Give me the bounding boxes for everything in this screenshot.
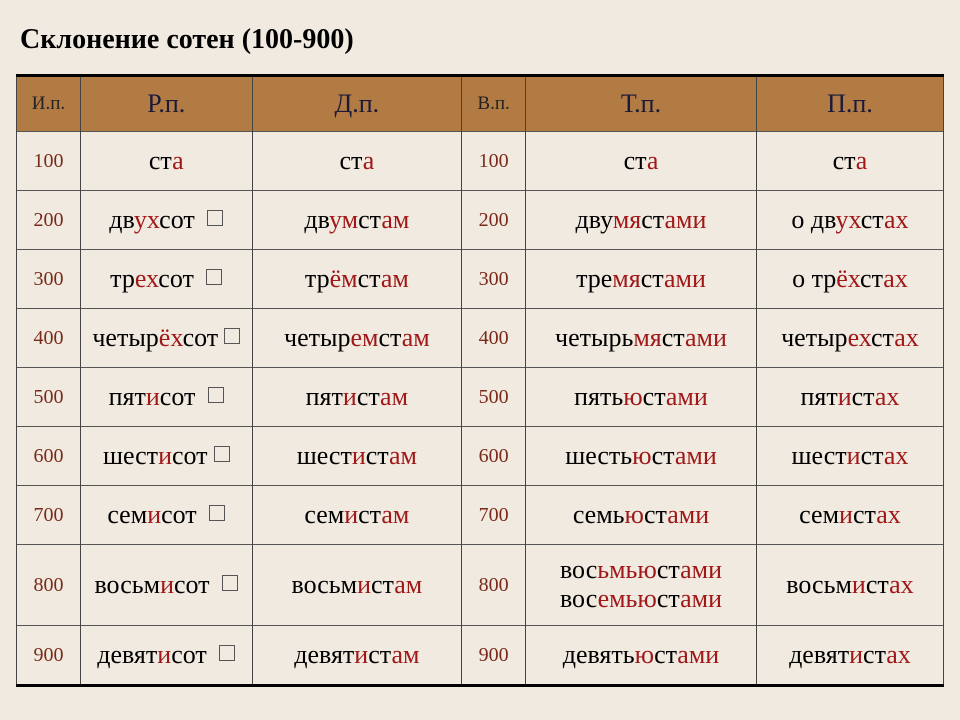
cell-pp: о трёхстах [756, 250, 943, 309]
cell-vp-num: 600 [462, 427, 526, 486]
table-row: 200двухсот двумстам200двумястамио двухст… [17, 191, 944, 250]
table-body: 100стаста100стаста200двухсот двумстам200… [17, 132, 944, 686]
cell-ip-num: 300 [17, 250, 81, 309]
cell-vp-num: 700 [462, 486, 526, 545]
cell-dp: ста [252, 132, 462, 191]
cell-vp-num: 500 [462, 368, 526, 427]
cell-tp: четырьмястами [526, 309, 757, 368]
cell-tp: семьюстами [526, 486, 757, 545]
cell-tp: двумястами [526, 191, 757, 250]
cell-pp: девятистах [756, 626, 943, 686]
cell-rp: девятисот [80, 626, 252, 686]
col-rp: Р.п. [80, 76, 252, 132]
table-header-row: И.п. Р.п. Д.п. В.п. Т.п. П.п. [17, 76, 944, 132]
cell-tp: восьмьюстамивосемьюстами [526, 545, 757, 626]
cell-rp: пятисот [80, 368, 252, 427]
cell-rp: четырёхсот [80, 309, 252, 368]
cell-tp: девятьюстами [526, 626, 757, 686]
col-vp: В.п. [462, 76, 526, 132]
cell-tp: ста [526, 132, 757, 191]
table-row: 100стаста100стаста [17, 132, 944, 191]
table-row: 600шестисотшестистам600шестьюстамишестис… [17, 427, 944, 486]
table-row: 400четырёхсотчетыремстам400четырьмястами… [17, 309, 944, 368]
cell-dp: двумстам [252, 191, 462, 250]
cell-tp: тремястами [526, 250, 757, 309]
cell-pp: шестистах [756, 427, 943, 486]
cell-ip-num: 100 [17, 132, 81, 191]
table-row: 300трехсот трёмстам300тремястамио трёхст… [17, 250, 944, 309]
table-row: 500пятисот пятистам500пятьюстамипятистах [17, 368, 944, 427]
col-tp: Т.п. [526, 76, 757, 132]
cell-dp: восьмистам [252, 545, 462, 626]
cell-pp: семистах [756, 486, 943, 545]
table-row: 900девятисот девятистам900девятьюстамиде… [17, 626, 944, 686]
declension-table: И.п. Р.п. Д.п. В.п. Т.п. П.п. 100стаста1… [16, 74, 944, 687]
cell-tp: шестьюстами [526, 427, 757, 486]
table-row: 800восьмисот восьмистам800восьмьюстамиво… [17, 545, 944, 626]
cell-ip-num: 500 [17, 368, 81, 427]
cell-dp: шестистам [252, 427, 462, 486]
cell-pp: о двухстах [756, 191, 943, 250]
cell-rp: двухсот [80, 191, 252, 250]
cell-ip-num: 700 [17, 486, 81, 545]
cell-pp: четырехстах [756, 309, 943, 368]
cell-dp: трёмстам [252, 250, 462, 309]
cell-vp-num: 200 [462, 191, 526, 250]
cell-pp: ста [756, 132, 943, 191]
cell-pp: восьмистах [756, 545, 943, 626]
cell-tp: пятьюстами [526, 368, 757, 427]
cell-vp-num: 100 [462, 132, 526, 191]
cell-ip-num: 800 [17, 545, 81, 626]
cell-vp-num: 800 [462, 545, 526, 626]
col-dp: Д.п. [252, 76, 462, 132]
cell-ip-num: 200 [17, 191, 81, 250]
cell-ip-num: 600 [17, 427, 81, 486]
cell-vp-num: 400 [462, 309, 526, 368]
col-ip: И.п. [17, 76, 81, 132]
cell-ip-num: 900 [17, 626, 81, 686]
cell-vp-num: 900 [462, 626, 526, 686]
cell-dp: четыремстам [252, 309, 462, 368]
cell-rp: семисот [80, 486, 252, 545]
cell-rp: трехсот [80, 250, 252, 309]
cell-dp: девятистам [252, 626, 462, 686]
table-row: 700семисот семистам700семьюстамисемистах [17, 486, 944, 545]
cell-pp: пятистах [756, 368, 943, 427]
col-pp: П.п. [756, 76, 943, 132]
cell-vp-num: 300 [462, 250, 526, 309]
cell-dp: семистам [252, 486, 462, 545]
cell-ip-num: 400 [17, 309, 81, 368]
cell-dp: пятистам [252, 368, 462, 427]
page-title: Склонение сотен (100-900) [20, 24, 944, 56]
cell-rp: восьмисот [80, 545, 252, 626]
cell-rp: шестисот [80, 427, 252, 486]
cell-rp: ста [80, 132, 252, 191]
